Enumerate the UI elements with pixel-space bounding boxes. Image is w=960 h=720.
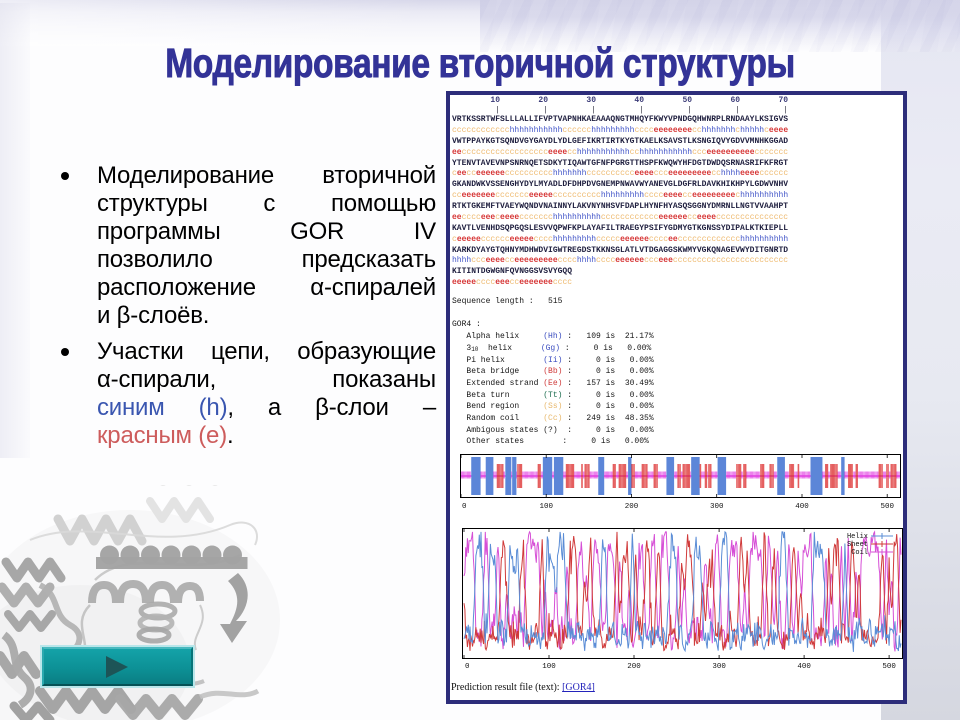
svg-text:300: 300 (712, 663, 726, 671)
svg-text:Helix: Helix (847, 533, 868, 541)
svg-text:0: 0 (465, 663, 470, 671)
svg-text:200: 200 (627, 663, 641, 671)
svg-text:400: 400 (797, 663, 811, 671)
svg-text:500: 500 (882, 663, 896, 671)
svg-text:500: 500 (880, 503, 894, 511)
svg-text:200: 200 (625, 503, 639, 511)
svg-text:100: 100 (539, 503, 553, 511)
svg-text:Sheet: Sheet (847, 541, 868, 549)
svg-text:300: 300 (710, 503, 724, 511)
svg-text:Coil: Coil (851, 549, 868, 557)
svg-text:400: 400 (795, 503, 809, 511)
svg-text:100: 100 (542, 663, 556, 671)
svg-text:0: 0 (462, 503, 467, 511)
